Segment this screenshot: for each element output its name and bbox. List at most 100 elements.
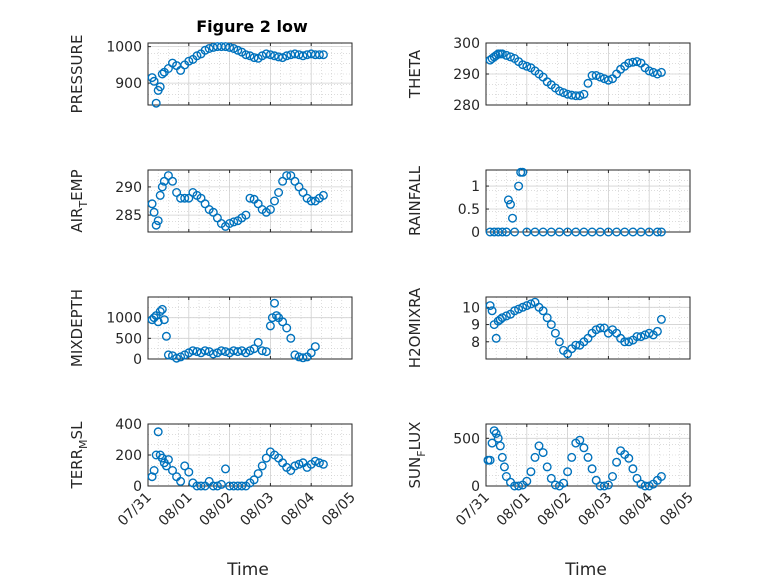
data-point [652,69,662,79]
data-point [257,461,267,471]
y-tick-label: 9 [471,318,480,334]
data-point [508,213,518,223]
data-point [491,429,501,439]
data-point [656,67,666,77]
data-point [530,452,540,462]
data-point [644,66,654,76]
data-point [518,302,528,312]
data-point [200,199,210,209]
data-point [538,306,548,316]
data-point [241,210,251,220]
subplot-theta: 280 290 300 THETA [406,36,691,114]
data-point [487,306,497,316]
data-point [632,332,642,342]
axes-frame [485,296,691,360]
data-point [212,481,222,491]
data-point [270,51,280,61]
data-point [550,328,560,338]
data-point [167,466,177,476]
data-point [204,44,214,54]
y-tick-label: 300 [453,36,480,52]
data-point [318,459,328,469]
x-tick-label: 08/03 [575,490,615,530]
subplot-terr-msl: 0 200 400 TERRMSL 07/31 08/01 08/02 08/03 08/04 0… [68,417,359,580]
data-point [229,217,239,227]
data-point [161,331,171,341]
x-tick-label: 08/04 [278,489,318,529]
data-point [501,472,511,482]
data-point [624,58,634,68]
data-point [286,333,296,343]
y-tick-label: 0.5 [458,202,480,218]
data-point [167,176,177,186]
data-point [587,70,597,80]
x-tick-label: 08/05 [657,490,697,530]
data-point [163,350,173,360]
data-point [640,481,650,491]
data-point [501,311,511,321]
y-tick-label: 200 [115,448,142,464]
data-point [157,304,167,314]
data-point [522,61,532,71]
data-point [163,455,173,465]
data-point [163,171,173,181]
data-point [149,207,159,217]
data-point [487,438,497,448]
data-point [603,75,613,85]
data-point [184,193,194,203]
data-point [245,51,255,61]
data-point [575,435,585,445]
data-point [151,220,161,230]
data-point [497,452,507,462]
y-tick-label: 0 [133,352,142,368]
data-point [270,298,280,308]
data-point [245,193,255,203]
y-tick-label: 8 [471,335,480,351]
data-point [542,313,552,323]
data-point [265,50,275,60]
x-tick-label: 08/02 [197,490,237,530]
data-point [184,56,194,66]
data-point [157,453,167,463]
data-point [318,50,328,60]
y-axis-label: TERRMSL [68,421,90,490]
data-point [591,325,601,335]
data-point [180,461,190,471]
data-point [298,51,308,61]
data-point [278,317,288,327]
y-axis-label: THETA [406,49,424,99]
y-tick-label: 285 [115,208,142,224]
data-point [608,472,618,482]
data-point [546,473,556,483]
data-point [265,321,275,331]
data-point [147,199,157,209]
data-point [485,455,495,465]
axes-frame [147,42,353,106]
data-point [274,187,284,197]
data-point [652,227,662,237]
axes-frame [147,296,353,360]
y-tick-label: 900 [115,76,142,92]
data-point [497,313,507,323]
y-tick-label: 0 [471,225,480,241]
data-point [229,44,239,54]
y-tick-label: 10 [462,300,480,316]
data-point [161,461,171,471]
data-point [249,53,259,63]
data-point [286,171,296,181]
y-axis-label: MIXDEPTH [68,289,86,367]
data-point [554,86,564,96]
x-tick-label: 08/03 [237,490,277,530]
data-point [595,481,605,491]
data-point [220,464,230,474]
data-point [538,448,548,458]
data-point [656,472,666,482]
data-point [153,427,163,437]
data-point [644,328,654,338]
data-point [587,464,597,474]
data-point [253,338,263,348]
data-point [526,467,536,477]
data-point [636,332,646,342]
data-point [282,171,292,181]
data-point [579,89,589,99]
